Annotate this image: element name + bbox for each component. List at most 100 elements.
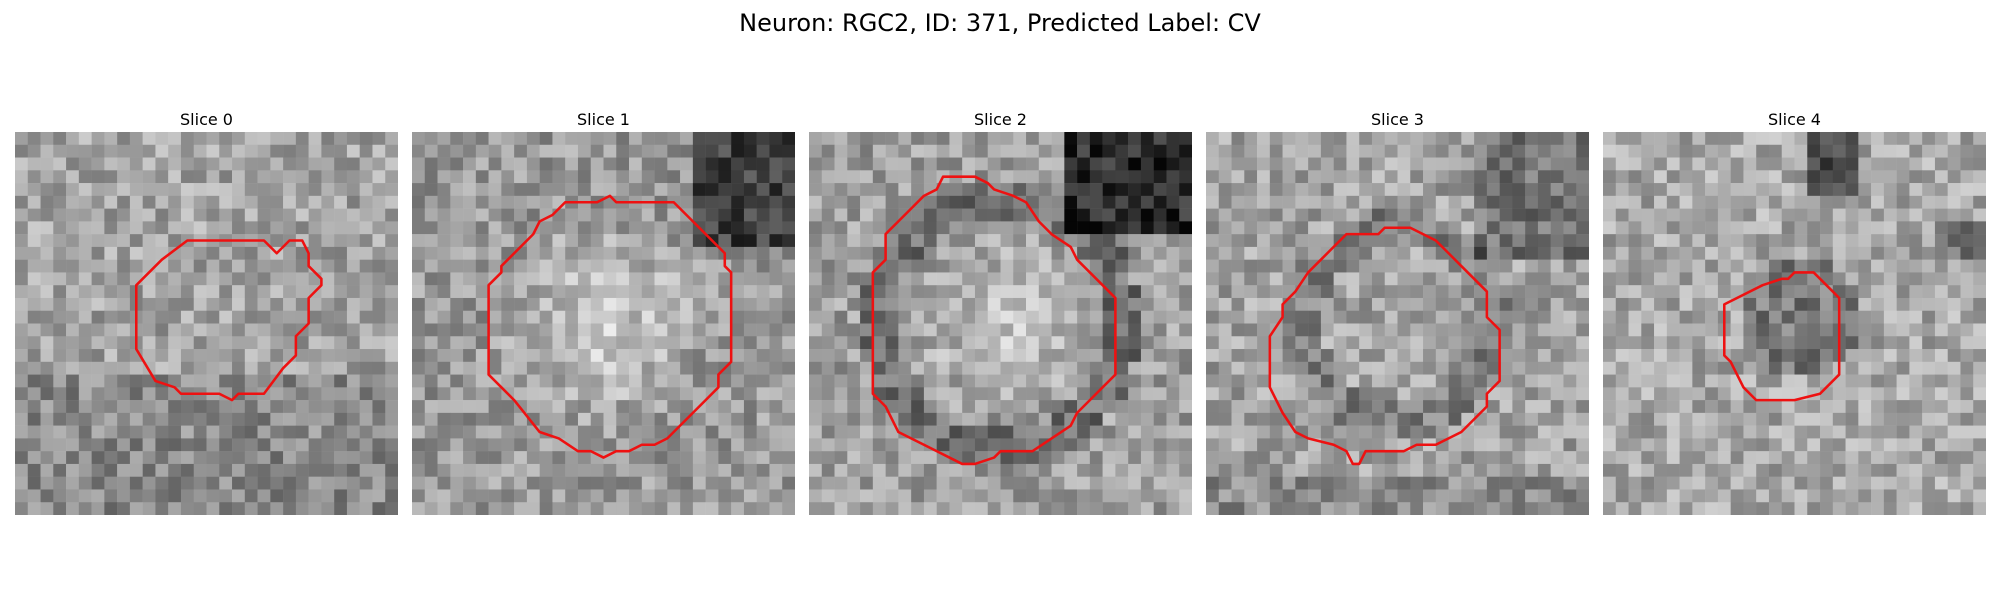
pixel: [603, 336, 617, 350]
pixel: [782, 438, 795, 452]
pixel: [1077, 463, 1091, 477]
pixel: [1666, 221, 1680, 235]
pixel: [872, 195, 886, 209]
pixel: [1641, 336, 1655, 350]
pixel: [1603, 272, 1617, 286]
pixel: [1679, 323, 1693, 337]
pixel: [667, 438, 681, 452]
pixel: [1641, 221, 1655, 235]
pixel: [847, 463, 861, 477]
pixel: [1384, 425, 1398, 439]
pixel: [680, 323, 694, 337]
pixel: [232, 463, 246, 477]
pixel: [1089, 285, 1103, 299]
pixel: [1140, 170, 1154, 184]
pixel: [270, 476, 284, 490]
pixel: [91, 438, 105, 452]
pixel: [1756, 489, 1770, 503]
pixel: [180, 349, 194, 363]
pixel: [1883, 132, 1897, 146]
pixel: [1666, 234, 1680, 248]
pixel: [1858, 195, 1872, 209]
pixel: [1128, 349, 1142, 363]
pixel: [616, 502, 630, 515]
pixel: [232, 157, 246, 171]
pixel: [782, 272, 795, 286]
pixel: [603, 272, 617, 286]
pixel: [834, 438, 848, 452]
pixel: [1346, 349, 1360, 363]
pixel: [1320, 208, 1334, 222]
pixel: [1102, 144, 1116, 158]
pixel: [193, 425, 207, 439]
pixel: [654, 272, 668, 286]
pixel: [629, 361, 643, 375]
pixel: [1320, 336, 1334, 350]
pixel: [437, 170, 451, 184]
pixel: [219, 157, 233, 171]
pixel: [1448, 246, 1462, 260]
pixel: [1641, 323, 1655, 337]
pixel: [412, 387, 426, 401]
pixel: [603, 412, 617, 426]
pixel: [257, 183, 271, 197]
pixel: [475, 170, 489, 184]
pixel: [1077, 157, 1091, 171]
pixel: [552, 285, 566, 299]
pixel: [1973, 476, 1986, 490]
pixel: [1244, 463, 1258, 477]
pixel: [1743, 208, 1757, 222]
pixel: [488, 183, 502, 197]
pixel: [1128, 285, 1142, 299]
pixel: [1089, 489, 1103, 503]
pixel: [692, 361, 706, 375]
pixel: [1218, 144, 1232, 158]
pixel: [117, 157, 131, 171]
pixel: [1717, 476, 1731, 490]
pixel: [654, 438, 668, 452]
pixel: [53, 412, 67, 426]
pixel: [616, 400, 630, 414]
pixel: [949, 310, 963, 324]
pixel: [514, 246, 528, 260]
pixel: [1461, 259, 1475, 273]
pixel: [1244, 425, 1258, 439]
pixel: [1679, 183, 1693, 197]
pixel: [936, 208, 950, 222]
pixel: [962, 476, 976, 490]
pixel: [1692, 195, 1706, 209]
pixel: [1115, 259, 1129, 273]
pixel: [616, 361, 630, 375]
pixel: [1269, 387, 1283, 401]
pixel: [501, 157, 515, 171]
pixel: [1218, 310, 1232, 324]
pixel: [577, 438, 591, 452]
pixel: [514, 425, 528, 439]
pixel: [514, 489, 528, 503]
pixel: [346, 349, 360, 363]
pixel: [308, 195, 322, 209]
pixel: [1768, 246, 1782, 260]
pixel: [1384, 323, 1398, 337]
pixel: [860, 246, 874, 260]
pixel: [1115, 170, 1129, 184]
pixel: [1410, 221, 1424, 235]
pixel: [1231, 349, 1245, 363]
pixel: [1525, 183, 1539, 197]
pixel: [1794, 132, 1808, 146]
pixel: [1909, 285, 1923, 299]
pixel: [475, 374, 489, 388]
pixel: [731, 208, 745, 222]
pixel: [1448, 157, 1462, 171]
pixel: [1960, 310, 1974, 324]
pixel: [346, 463, 360, 477]
pixel: [936, 195, 950, 209]
pixel: [526, 489, 540, 503]
pixel: [847, 349, 861, 363]
pixel: [1563, 183, 1577, 197]
pixel: [1896, 246, 1910, 260]
pixel: [872, 246, 886, 260]
pixel: [1615, 310, 1629, 324]
pixel: [232, 259, 246, 273]
pixel: [463, 221, 477, 235]
